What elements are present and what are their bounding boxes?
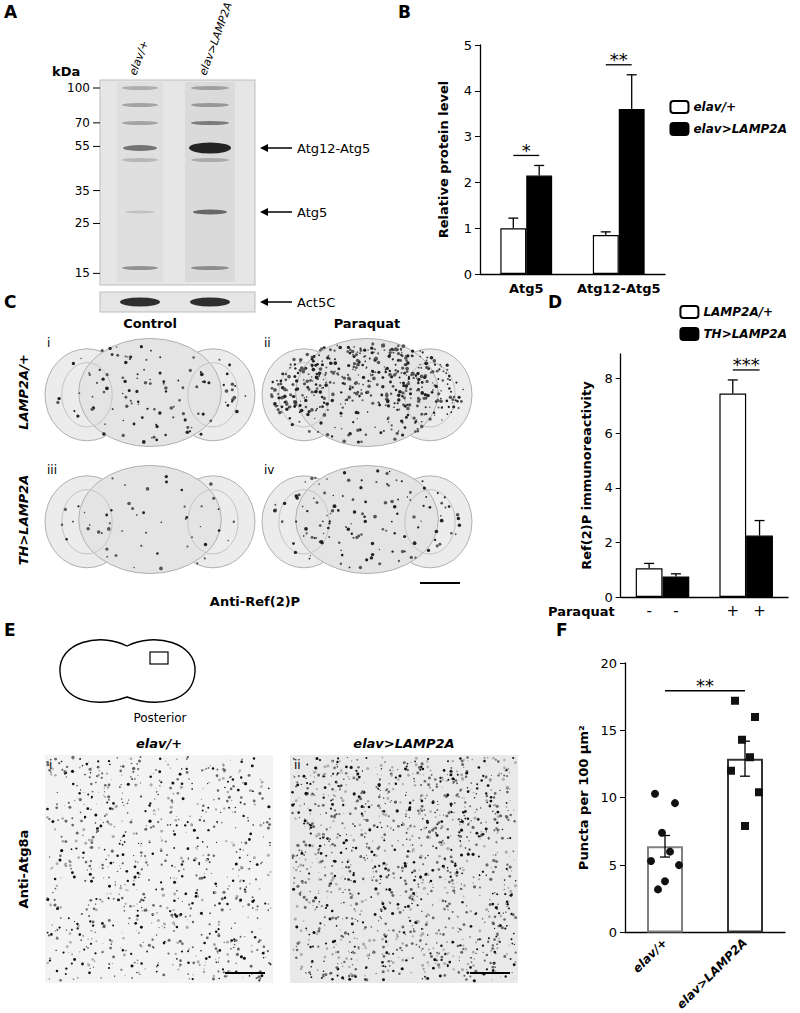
svg-text:+: +: [726, 602, 739, 620]
svg-text:C: C: [4, 292, 16, 312]
svg-text:Paraquat: Paraquat: [548, 604, 615, 619]
svg-text:elav>LAMP2A: elav>LAMP2A: [353, 736, 454, 751]
svg-text:LAMP2A/+: LAMP2A/+: [16, 354, 31, 430]
svg-text:70: 70: [75, 116, 90, 130]
svg-text:i: i: [49, 758, 52, 772]
svg-text:Atg12-Atg5: Atg12-Atg5: [297, 141, 370, 156]
svg-text:***: ***: [733, 354, 760, 375]
svg-text:6: 6: [604, 426, 612, 441]
svg-text:2: 2: [464, 175, 472, 190]
svg-text:elav/+: elav/+: [630, 936, 670, 976]
svg-text:E: E: [4, 620, 16, 640]
svg-text:Paraquat: Paraquat: [334, 316, 401, 331]
svg-text:F: F: [556, 620, 568, 640]
svg-text:Ref(2)P immunoreactivity: Ref(2)P immunoreactivity: [579, 381, 594, 570]
svg-text:100: 100: [67, 81, 90, 95]
svg-text:**: **: [696, 675, 714, 696]
svg-text:LAMP2A/+: LAMP2A/+: [703, 305, 773, 319]
svg-text:elav>LAMP2A: elav>LAMP2A: [693, 122, 787, 136]
svg-text:4: 4: [604, 480, 612, 495]
svg-text:iii: iii: [47, 463, 57, 477]
svg-text:Anti-Ref(2)P: Anti-Ref(2)P: [210, 594, 300, 609]
svg-text:15: 15: [600, 723, 617, 738]
svg-text:Puncta per 100 µm²: Puncta per 100 µm²: [576, 725, 591, 870]
svg-text:0: 0: [604, 590, 612, 605]
svg-text:35: 35: [75, 184, 90, 198]
svg-text:+: +: [753, 602, 766, 620]
svg-text:elav/+: elav/+: [127, 39, 152, 77]
svg-text:-: -: [646, 602, 651, 620]
svg-text:5: 5: [464, 38, 472, 53]
svg-text:0: 0: [464, 267, 472, 282]
svg-text:20: 20: [600, 656, 617, 671]
svg-text:ii: ii: [264, 336, 271, 350]
svg-text:1: 1: [464, 221, 472, 236]
svg-text:kDa: kDa: [52, 64, 80, 79]
svg-text:15: 15: [75, 266, 90, 280]
svg-text:TH>LAMP2A: TH>LAMP2A: [16, 475, 31, 566]
svg-text:10: 10: [600, 790, 617, 805]
svg-text:Relative protein level: Relative protein level: [436, 81, 451, 238]
svg-text:elav>LAMP2A: elav>LAMP2A: [197, 1, 235, 77]
svg-text:-: -: [673, 602, 678, 620]
svg-text:0: 0: [609, 925, 617, 940]
svg-text:55: 55: [75, 139, 90, 153]
svg-text:**: **: [610, 49, 628, 70]
svg-text:iv: iv: [264, 463, 274, 477]
svg-text:i: i: [47, 336, 50, 350]
svg-text:5: 5: [609, 858, 617, 873]
svg-text:2: 2: [604, 535, 612, 550]
svg-text:Atg5: Atg5: [509, 281, 544, 296]
svg-text:ii: ii: [294, 758, 301, 772]
svg-text:D: D: [548, 292, 562, 312]
svg-text:elav/+: elav/+: [693, 100, 736, 114]
svg-text:3: 3: [464, 129, 472, 144]
svg-text:8: 8: [604, 371, 612, 386]
svg-text:A: A: [4, 2, 18, 22]
svg-text:Act5C: Act5C: [297, 295, 335, 310]
svg-text:Atg5: Atg5: [297, 205, 327, 220]
svg-text:4: 4: [464, 83, 472, 98]
svg-text:B: B: [398, 2, 411, 22]
svg-text:Atg12-Atg5: Atg12-Atg5: [577, 281, 661, 296]
svg-text:25: 25: [75, 216, 90, 230]
svg-text:Control: Control: [123, 316, 177, 331]
svg-text:Posterior: Posterior: [133, 711, 186, 725]
svg-text:elav>LAMP2A: elav>LAMP2A: [674, 936, 750, 1012]
svg-text:elav/+: elav/+: [136, 736, 182, 751]
svg-text:*: *: [522, 140, 531, 161]
svg-text:TH>LAMP2A: TH>LAMP2A: [703, 327, 787, 341]
svg-text:Anti-Atg8a: Anti-Atg8a: [16, 830, 31, 909]
